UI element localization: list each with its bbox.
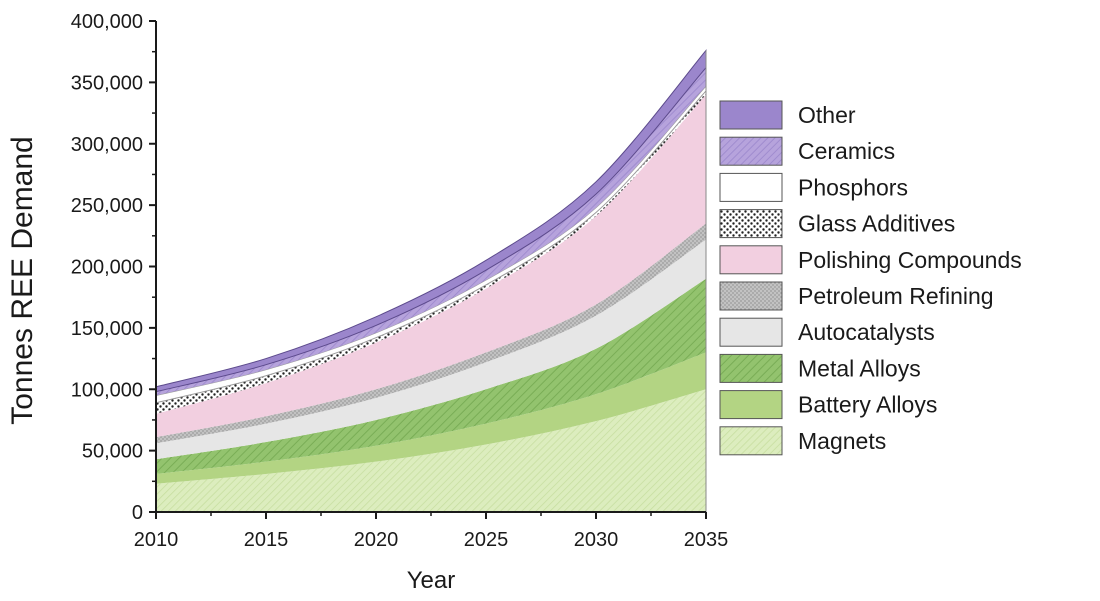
y-tick-label: 250,000 (71, 195, 143, 217)
legend-label: Other (798, 102, 856, 128)
y-axis-ticks: 0 50,000 100,000 150,000 200,000 250,000 300,0… (71, 11, 156, 524)
y-tick-label: 50,000 (82, 441, 143, 463)
x-tick-label: 2025 (464, 529, 509, 551)
legend-swatch (719, 245, 783, 275)
legend-label: Glass Additives (798, 211, 955, 237)
x-tick-label: 2020 (354, 529, 399, 551)
x-tick-label: 2030 (574, 529, 619, 551)
x-axis-title: Year (407, 567, 456, 594)
legend: Other Ceramics Phosphors Glass Additives Pol… (719, 100, 1022, 456)
area-battery-alloys (156, 352, 706, 484)
x-tick-label: 2035 (684, 529, 729, 551)
y-tick-label: 150,000 (71, 318, 143, 340)
area-layers (155, 49, 707, 512)
legend-label: Magnets (798, 428, 886, 454)
y-tick-label: 350,000 (71, 72, 143, 94)
legend-swatch (719, 390, 783, 420)
y-tick-label: 200,000 (71, 257, 143, 279)
legend-item-magnets: Magnets (719, 426, 886, 456)
y-tick-label: 100,000 (71, 379, 143, 401)
y-tick-label: 400,000 (71, 11, 143, 33)
legend-swatch (719, 353, 783, 383)
legend-swatch (719, 281, 783, 311)
legend-label: Phosphors (798, 174, 908, 200)
legend-swatch (719, 136, 783, 166)
legend-label: Metal Alloys (798, 355, 921, 381)
area-metal-alloys (156, 278, 706, 474)
legend-item-metal-alloys: Metal Alloys (719, 353, 921, 383)
legend-item-other: Other (719, 100, 856, 130)
legend-item-phosphors: Phosphors (719, 172, 908, 202)
y-tick-label: 300,000 (71, 134, 143, 156)
legend-item-petroleum-refining: Petroleum Refining (719, 281, 994, 311)
legend-label: Autocatalysts (798, 319, 935, 345)
legend-swatch (719, 426, 783, 456)
x-tick-label: 2010 (134, 529, 179, 551)
x-axis-ticks: 2010 2015 2020 2025 2030 2035 (134, 512, 729, 551)
legend-item-glass-additives: Glass Additives (719, 209, 955, 239)
legend-item-polishing-compounds: Polishing Compounds (719, 245, 1022, 275)
area-autocatalysts (156, 239, 706, 460)
legend-swatch (719, 100, 783, 130)
legend-item-autocatalysts: Autocatalysts (719, 317, 935, 347)
legend-item-ceramics: Ceramics (719, 136, 895, 166)
legend-swatch (719, 317, 783, 347)
legend-label: Ceramics (798, 138, 895, 164)
legend-label: Petroleum Refining (798, 283, 994, 309)
legend-item-battery-alloys: Battery Alloys (719, 390, 937, 420)
area-magnets (156, 389, 706, 512)
legend-swatch (719, 172, 783, 202)
legend-label: Polishing Compounds (798, 247, 1022, 273)
area-polishing-compounds (156, 94, 706, 438)
x-tick-label: 2015 (244, 529, 289, 551)
legend-label: Battery Alloys (798, 392, 937, 418)
y-axis-title: Tonnes REE Demand (6, 136, 39, 425)
legend-swatch (719, 209, 783, 239)
y-tick-label: 0 (132, 502, 143, 524)
